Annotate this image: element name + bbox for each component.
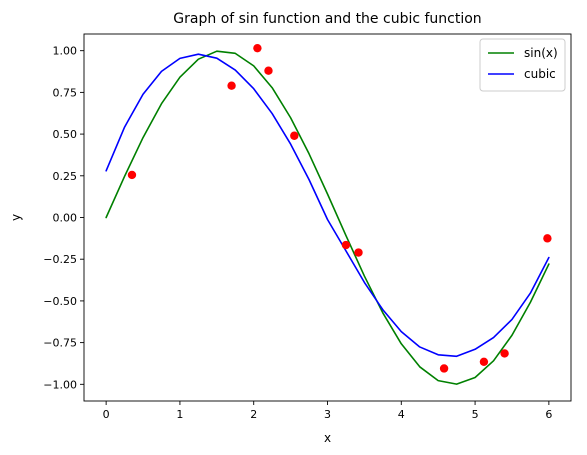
scatter-point <box>253 43 262 53</box>
y-axis-label: y <box>9 214 23 221</box>
x-tick-label: 3 <box>324 408 331 421</box>
y-axis-ticks: −1.00 −0.75 −0.50 −0.25 0.00 0.25 0.50 0.75 1.00 <box>43 45 84 391</box>
scatter-point <box>341 240 351 250</box>
y-tick-label: 0.75 <box>53 86 78 99</box>
x-tick-label: 1 <box>176 408 183 421</box>
legend-box <box>479 38 566 92</box>
y-tick-label: −0.50 <box>43 295 77 308</box>
legend-label: cubic <box>524 67 556 81</box>
x-tick-label: 0 <box>103 408 110 421</box>
y-tick-label: 0.50 <box>53 128 78 141</box>
series-line-0 <box>105 50 550 385</box>
scatter-point <box>479 357 489 366</box>
scatter-point <box>227 81 236 90</box>
scatter-point <box>439 364 449 373</box>
legend: sin(x) cubic <box>479 38 566 92</box>
x-axis-ticks: 0 1 2 3 4 5 6 <box>103 401 552 421</box>
scatter-point <box>290 131 299 140</box>
scatter-point <box>543 234 552 243</box>
x-tick-label: 2 <box>250 408 257 421</box>
scatter-point <box>500 349 509 358</box>
x-tick-label: 4 <box>398 408 405 421</box>
y-tick-label: −0.75 <box>43 337 77 350</box>
y-tick-label: 0.00 <box>53 212 78 225</box>
scatter-point <box>354 248 363 257</box>
scatter-point <box>127 170 137 180</box>
y-tick-label: −0.25 <box>43 253 77 266</box>
plot-data <box>105 43 552 385</box>
x-tick-label: 6 <box>545 408 552 421</box>
y-tick-label: 1.00 <box>53 45 78 58</box>
legend-label: sin(x) <box>524 46 558 60</box>
x-axis-label: x <box>324 431 331 445</box>
series-line-1 <box>105 53 550 358</box>
y-tick-label: 0.25 <box>53 170 78 183</box>
scatter-point <box>264 66 273 75</box>
y-tick-label: −1.00 <box>43 378 77 391</box>
x-tick-label: 5 <box>472 408 479 421</box>
chart-title: Graph of sin function and the cubic func… <box>173 11 481 27</box>
